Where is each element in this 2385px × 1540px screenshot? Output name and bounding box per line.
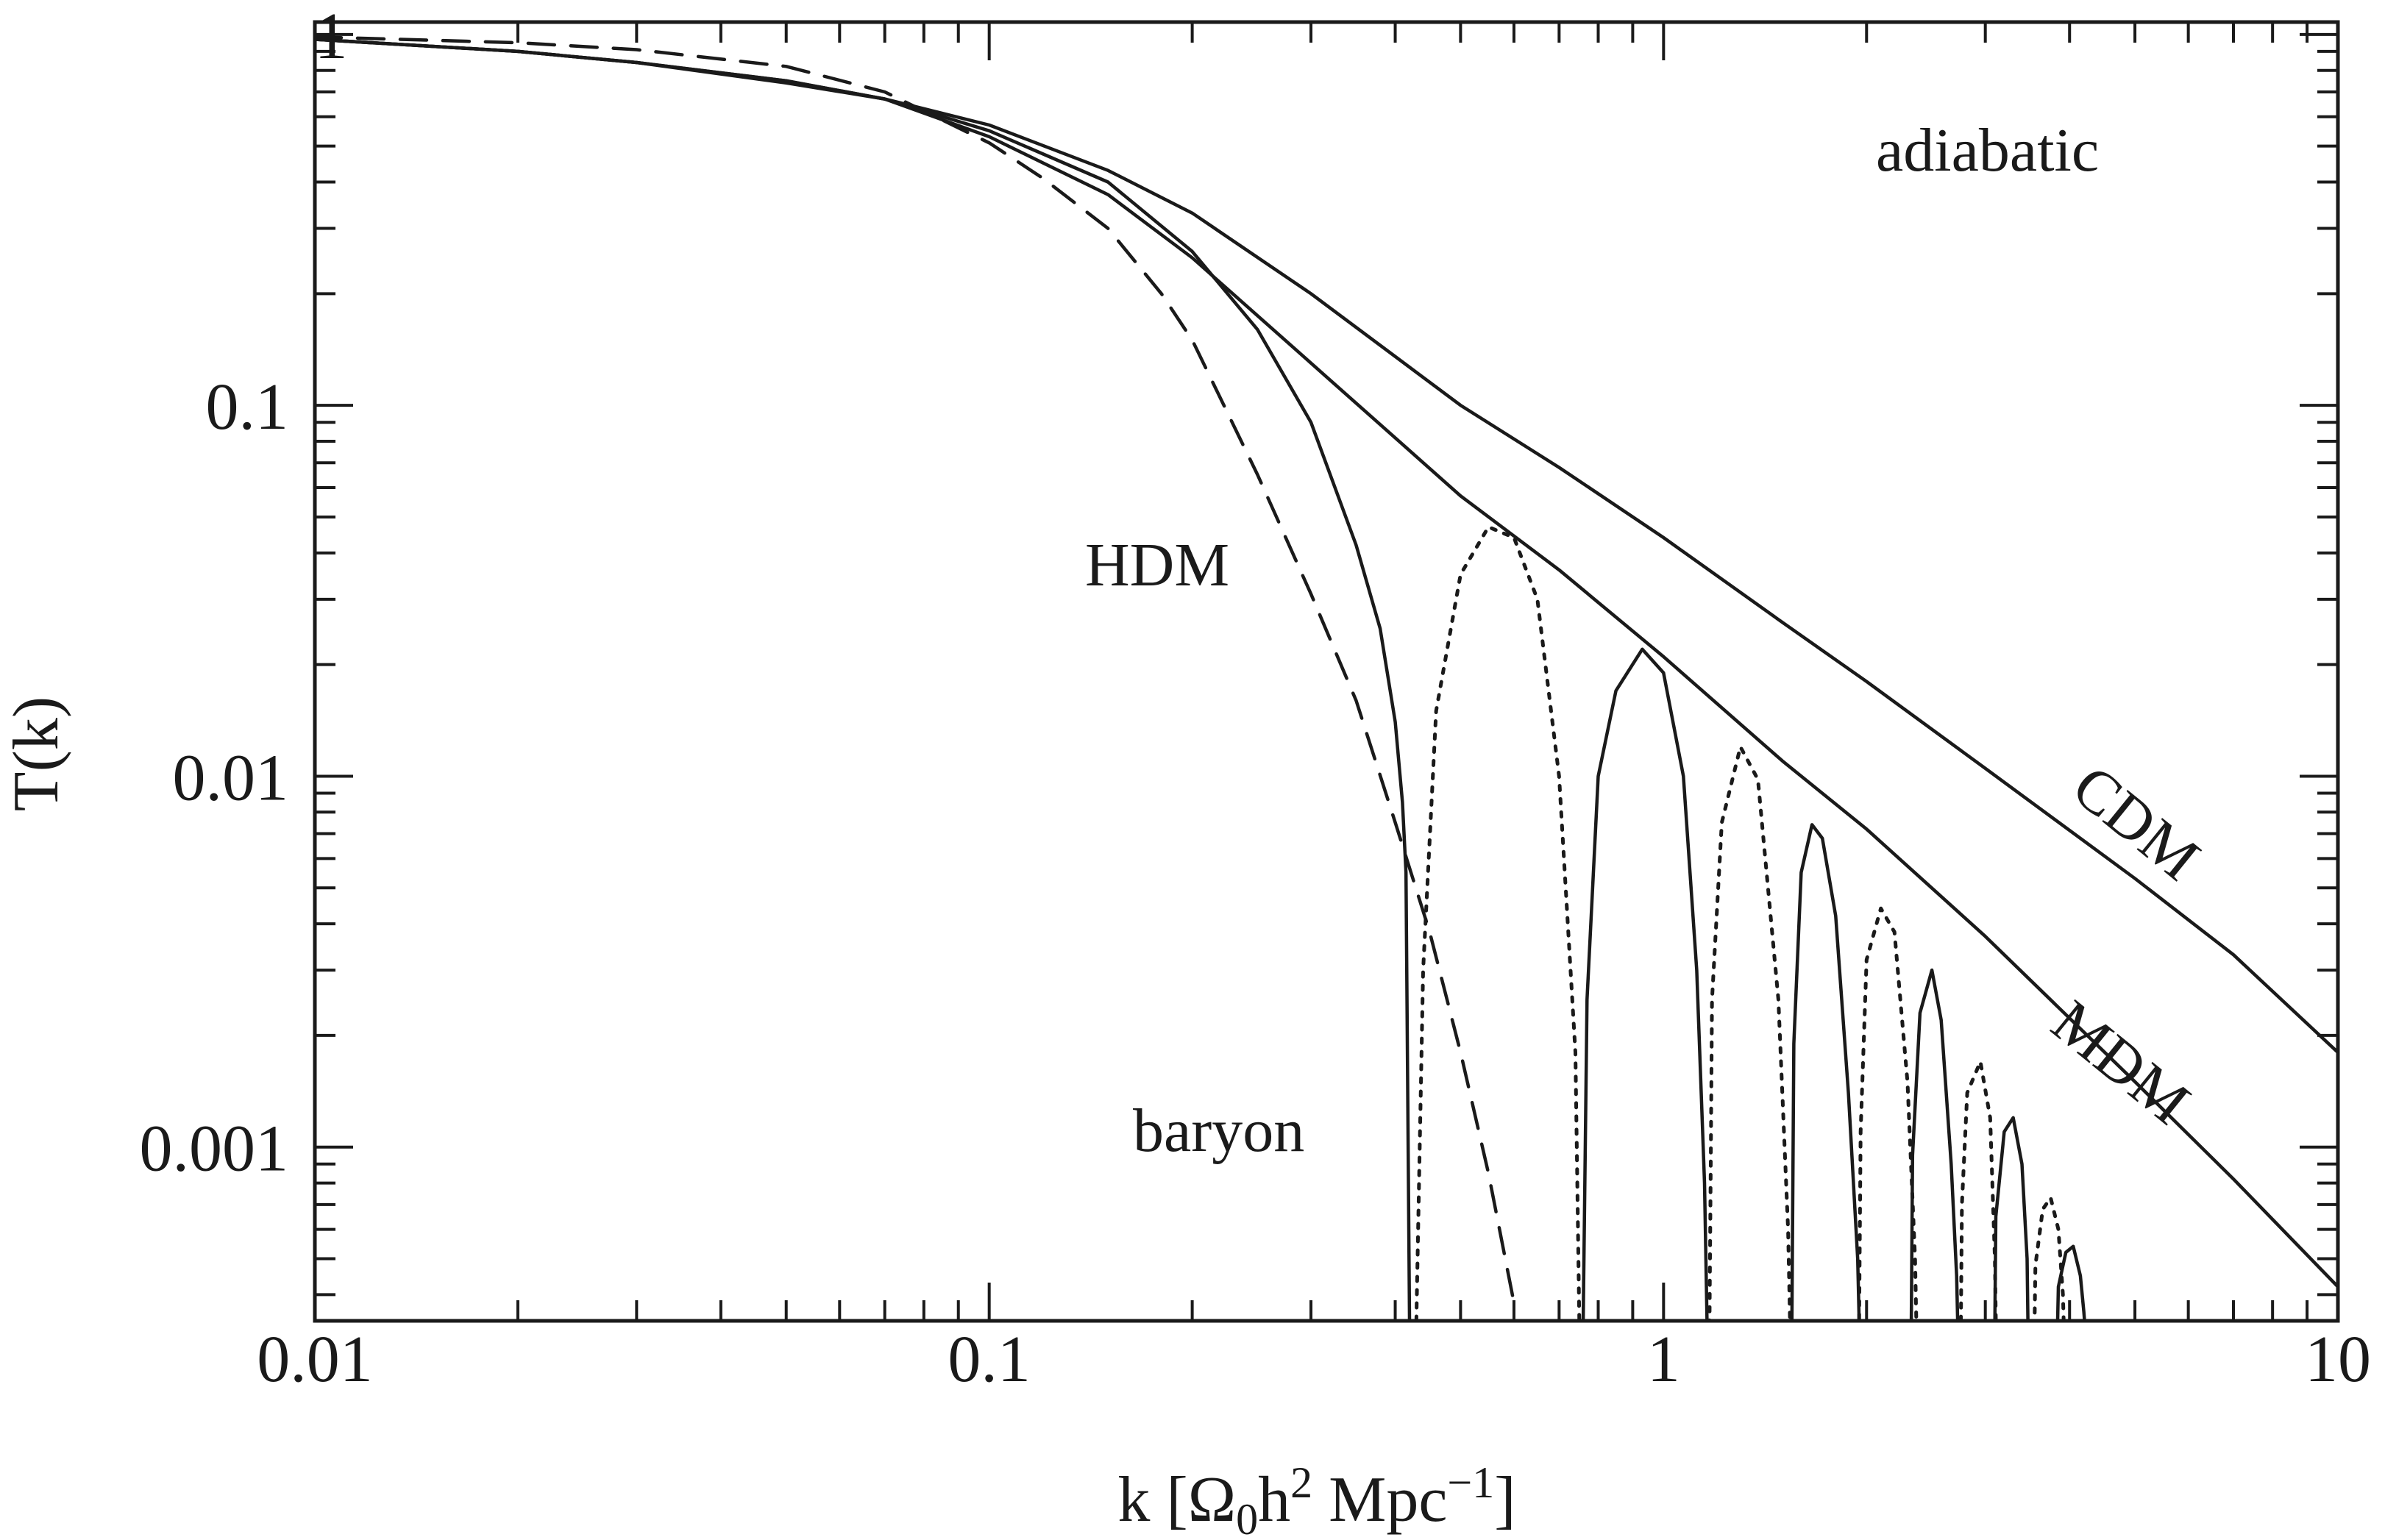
x-tick-label: 10 xyxy=(2305,1323,2371,1396)
axis-ticks xyxy=(313,22,2339,1321)
annotation-cdm: CDM xyxy=(2060,752,2212,894)
series-line-5-solid xyxy=(1581,647,2086,1323)
x-axis-label-subscript: 0 xyxy=(1236,1495,1258,1540)
y-axis-label: T(k) xyxy=(1,696,72,811)
annotation-mdm: MDM xyxy=(2039,987,2203,1137)
x-tick-label: 0.01 xyxy=(257,1323,373,1396)
y-tick-label: 0.01 xyxy=(173,741,289,814)
annotation-baryon: baryon xyxy=(1133,1097,1304,1165)
annotation-adiabatic: adiabatic xyxy=(1876,116,2099,185)
series-line-6-dotted xyxy=(1414,525,2066,1323)
curves xyxy=(313,35,2340,1323)
tick-labels: 0.01 0.1 1 10 1 0.1 0.01 0.001 xyxy=(140,0,2372,1396)
y-tick-label: 0.1 xyxy=(206,371,289,443)
plot-frame xyxy=(313,20,2340,1323)
series-line-2-solid xyxy=(313,38,2340,1288)
x-tick-label: 0.1 xyxy=(948,1323,1031,1396)
series-line-3-solid xyxy=(313,38,1412,1323)
y-tick-label: 0.001 xyxy=(140,1113,289,1186)
x-tick-label: 1 xyxy=(1647,1323,1680,1396)
y-tick-label: 1 xyxy=(315,0,348,73)
series-line-1-solid xyxy=(313,38,2340,1055)
series-line-4-dashed xyxy=(313,35,1516,1305)
annotation-hdm: HDM xyxy=(1085,531,1229,599)
x-axis-label: k [Ω0h2 Mpc−1] xyxy=(1117,1458,1515,1540)
